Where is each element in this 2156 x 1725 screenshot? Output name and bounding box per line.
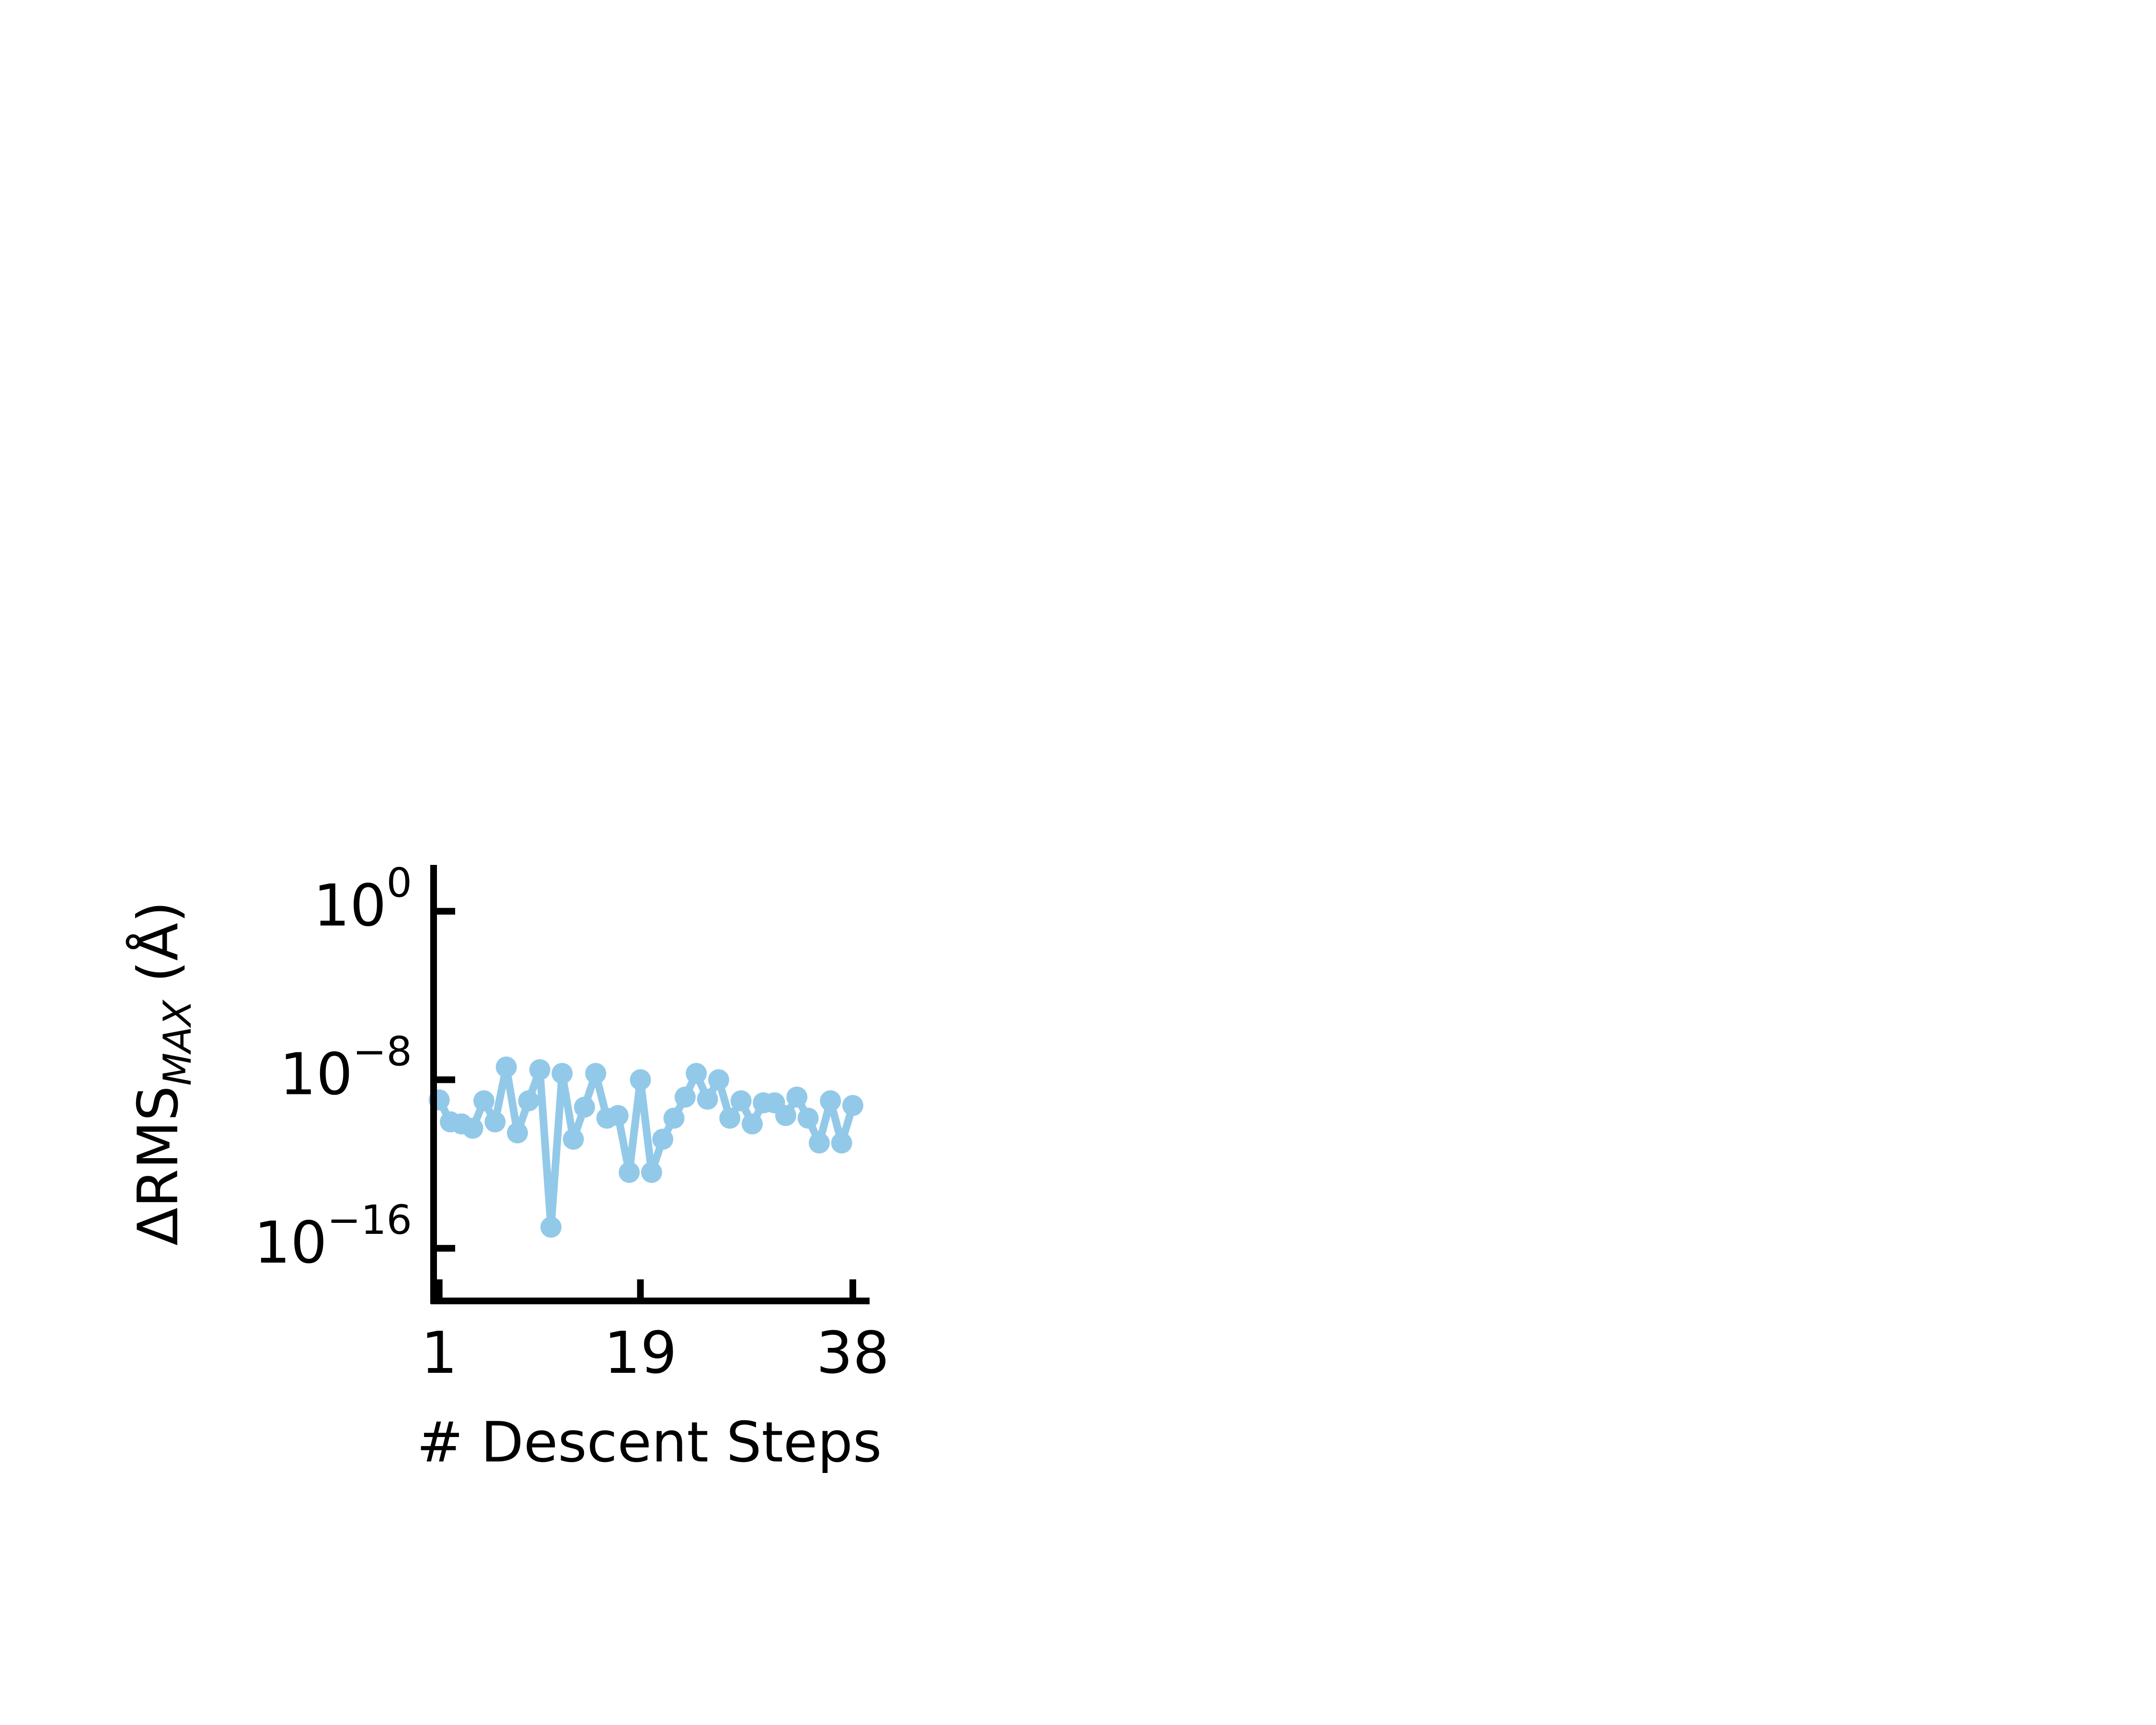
data-series-line	[428, 1056, 863, 1238]
y-tick-label-base: 10	[313, 873, 387, 940]
y-tick-label-exponent: −8	[353, 1028, 412, 1075]
y-axis-label-subscript: MAX	[155, 999, 200, 1086]
x-tick-label: 38	[816, 1320, 890, 1387]
y-tick-label-exponent: −16	[327, 1196, 412, 1243]
data-point	[630, 1069, 651, 1091]
data-point	[831, 1132, 852, 1154]
y-tick-label: 10−16	[254, 1196, 412, 1276]
data-point	[574, 1096, 595, 1118]
data-point	[797, 1107, 819, 1129]
y-tick-label: 10−8	[279, 1028, 412, 1108]
data-point	[775, 1105, 796, 1127]
data-point	[585, 1063, 607, 1084]
data-point	[608, 1105, 629, 1127]
data-point	[473, 1090, 494, 1112]
data-point	[842, 1095, 863, 1116]
data-point	[619, 1162, 640, 1183]
data-point	[708, 1069, 729, 1091]
data-point	[719, 1107, 741, 1129]
y-tick-label-base: 10	[279, 1041, 353, 1108]
data-point	[484, 1111, 506, 1133]
x-axis-ticks: 1 19 38	[421, 1279, 889, 1387]
data-point	[641, 1162, 662, 1183]
x-tick-label: 19	[604, 1320, 677, 1387]
data-point	[786, 1086, 808, 1108]
y-axis-label-main: ΔRMS	[126, 1086, 191, 1246]
data-point	[820, 1090, 841, 1112]
data-point	[675, 1086, 696, 1108]
data-point	[529, 1059, 550, 1081]
y-tick-label: 100	[313, 860, 412, 940]
data-point	[495, 1056, 517, 1078]
x-axis-label: # Descent Steps	[417, 1410, 882, 1475]
data-point	[686, 1063, 707, 1084]
x-tick-label: 1	[421, 1320, 457, 1387]
data-point	[809, 1132, 830, 1154]
y-axis-label-unit: (Å)	[126, 901, 191, 1000]
data-point	[697, 1088, 718, 1110]
data-point	[540, 1217, 562, 1238]
y-tick-label-base: 10	[254, 1210, 327, 1276]
data-point	[742, 1113, 763, 1135]
data-point	[518, 1090, 539, 1112]
data-point	[551, 1063, 573, 1084]
data-point	[730, 1090, 752, 1112]
data-point	[652, 1128, 674, 1150]
data-point	[507, 1122, 528, 1144]
data-point	[663, 1107, 685, 1129]
y-tick-label-exponent: 0	[387, 860, 412, 907]
data-point	[462, 1117, 483, 1139]
data-point	[562, 1128, 584, 1150]
y-axis-label: ΔRMSMAX (Å)	[126, 901, 200, 1246]
